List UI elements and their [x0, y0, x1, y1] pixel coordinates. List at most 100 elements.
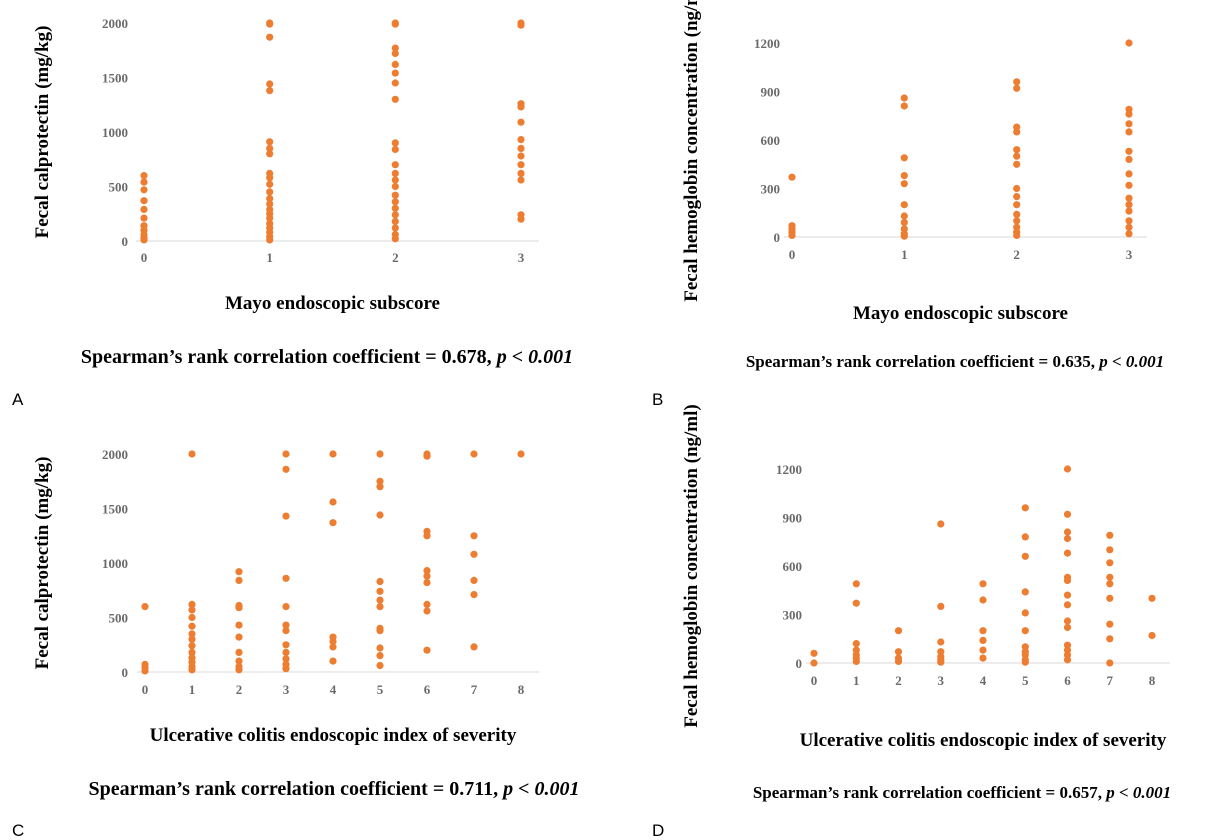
- data-point: [1013, 193, 1021, 201]
- data-point: [1013, 210, 1021, 218]
- data-point: [517, 21, 525, 29]
- data-point: [140, 214, 148, 222]
- data-point: [282, 574, 290, 582]
- data-point: [1013, 184, 1021, 193]
- data-point: [235, 633, 243, 641]
- data-point: [1013, 128, 1021, 136]
- data-point: [329, 643, 337, 651]
- data-point: [391, 69, 399, 77]
- data-point: [900, 180, 908, 188]
- data-point: [894, 627, 903, 635]
- data-point: [1106, 546, 1114, 554]
- correlation-statistic: Spearman’s rank correlation coefficient …: [81, 346, 573, 368]
- panel-letter: D: [652, 821, 664, 840]
- data-point: [141, 667, 149, 675]
- data-point: [423, 567, 431, 575]
- y-axis-title: Fecal calprotectin (mg/kg): [32, 26, 53, 239]
- data-point: [1063, 617, 1072, 625]
- data-point: [517, 136, 525, 144]
- x-tick-label: 0: [811, 673, 818, 688]
- data-point: [282, 627, 290, 635]
- data-point: [140, 172, 148, 180]
- data-point: [282, 648, 290, 657]
- panel-d: 0 300 600 900 1200 0 1 2 3 4 5 6 7 8 Ulcerative coliti…: [652, 404, 1171, 840]
- data-point: [900, 201, 908, 209]
- data-point: [423, 452, 431, 460]
- data-point: [391, 191, 399, 199]
- data-point: [376, 661, 384, 670]
- x-axis-title: Mayo endoscopic subscore: [853, 303, 1068, 324]
- data-point: [376, 644, 384, 652]
- y-tick-label: 500: [109, 180, 129, 195]
- data-point: [329, 657, 337, 665]
- data-point: [900, 172, 908, 180]
- data-point: [1063, 510, 1072, 518]
- data-point: [266, 236, 274, 244]
- panel-letter: C: [12, 821, 24, 840]
- data-point: [1063, 528, 1072, 536]
- data-point: [140, 205, 148, 213]
- x-tick-label: 5: [1022, 673, 1029, 688]
- data-point: [979, 596, 987, 604]
- data-point: [391, 182, 399, 191]
- data-point: [894, 657, 903, 666]
- data-point: [788, 231, 796, 239]
- x-tick-label: 4: [980, 673, 987, 688]
- x-axis-title: Ulcerative colitis endoscopic index of s…: [800, 730, 1167, 751]
- p-value-text: p < 0.001: [1097, 352, 1164, 371]
- data-point: [1106, 559, 1114, 567]
- data-point: [900, 94, 908, 102]
- data-point: [1148, 594, 1156, 602]
- data-point: [235, 666, 243, 674]
- data-point: [1125, 110, 1133, 118]
- x-tick-label: 8: [1149, 673, 1156, 688]
- p-value-text: p < 0.001: [501, 778, 579, 800]
- x-tick-label: 2: [895, 673, 902, 688]
- data-point: [140, 236, 148, 244]
- data-point: [282, 450, 290, 458]
- data-point: [376, 603, 384, 611]
- data-point: [376, 450, 384, 458]
- correlation-statistic: Spearman’s rank correlation coefficient …: [753, 783, 1171, 802]
- data-point: [517, 450, 525, 458]
- data-point: [282, 641, 290, 649]
- data-point: [376, 511, 384, 519]
- data-point: [266, 214, 274, 222]
- x-axis-title: Mayo endoscopic subscore: [225, 293, 440, 314]
- y-tick-label: 500: [109, 611, 129, 626]
- data-point: [1021, 609, 1029, 617]
- data-point: [810, 659, 818, 667]
- data-point: [1125, 207, 1133, 215]
- data-point: [470, 591, 478, 599]
- data-point: [900, 154, 908, 162]
- y-tick-label: 900: [783, 511, 803, 526]
- data-point: [470, 576, 478, 585]
- data-point: [852, 580, 860, 588]
- data-point: [470, 550, 478, 558]
- data-point: [1063, 656, 1072, 664]
- data-point: [1021, 533, 1029, 541]
- data-point: [188, 600, 196, 609]
- data-point: [894, 648, 903, 656]
- data-point: [1021, 504, 1029, 512]
- x-tick-label: 4: [330, 682, 337, 697]
- x-tick-label: 2: [1013, 247, 1020, 262]
- x-tick-label: 6: [424, 682, 431, 697]
- data-point: [1125, 230, 1133, 238]
- data-point: [391, 60, 399, 68]
- x-tick-label: 0: [142, 682, 149, 697]
- x-tick-label: 6: [1064, 673, 1071, 688]
- data-point: [1063, 534, 1072, 543]
- data-point: [235, 568, 243, 576]
- data-point: [1013, 201, 1021, 209]
- data-point: [1125, 223, 1133, 231]
- x-tick-label: 7: [471, 682, 478, 697]
- data-point: [517, 161, 525, 169]
- data-point: [266, 150, 274, 158]
- data-point: [517, 144, 525, 152]
- data-point: [188, 635, 196, 643]
- data-point: [391, 235, 399, 243]
- correlation-text: Spearman’s rank correlation coefficient …: [81, 346, 497, 368]
- data-point: [1013, 160, 1021, 168]
- y-tick-label: 1000: [102, 125, 128, 140]
